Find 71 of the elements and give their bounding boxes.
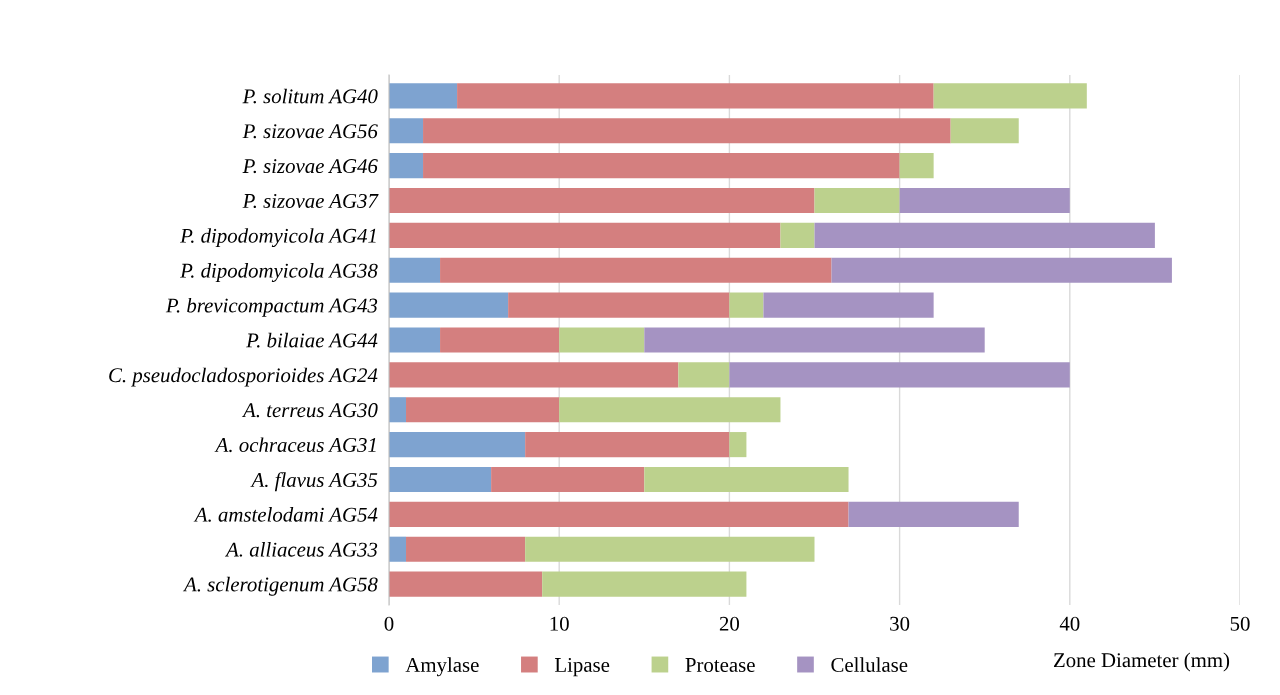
bar	[491, 466, 645, 493]
bar	[559, 397, 781, 423]
bar	[389, 501, 849, 527]
bar	[423, 118, 951, 144]
bar	[525, 536, 815, 562]
bar	[950, 118, 1019, 144]
bar	[440, 257, 832, 283]
bar	[729, 362, 1070, 388]
bar	[457, 83, 934, 109]
bar	[729, 432, 747, 458]
bar	[644, 327, 985, 353]
bar	[389, 362, 679, 388]
bar	[814, 187, 900, 214]
bar	[440, 327, 560, 353]
bar	[389, 397, 407, 423]
x-tick-label: 50	[1230, 616, 1250, 631]
legend-label: Cellulase	[831, 657, 908, 672]
bar	[389, 292, 509, 318]
y-tick-label: A. flavus AG35	[250, 472, 378, 492]
x-tick-label: 0	[384, 616, 394, 631]
bar	[933, 83, 1087, 109]
y-tick-label: A. ochraceus AG31	[214, 437, 376, 453]
bar	[559, 327, 645, 353]
y-tick-label: P. solitum AG40	[242, 88, 378, 104]
bar	[406, 536, 526, 562]
x-tick-label: 10	[550, 616, 569, 631]
bar	[389, 432, 526, 458]
bar	[389, 466, 492, 493]
bar	[389, 118, 424, 144]
x-tick-label: 40	[1059, 616, 1080, 631]
bar	[678, 362, 730, 388]
y-tick-label: C. pseudocladosporioides AG24	[109, 367, 378, 387]
bar	[389, 187, 815, 214]
bar	[848, 501, 1019, 527]
bar	[389, 536, 407, 562]
y-tick-label: P. brevicompactum AG43	[165, 297, 378, 317]
bar	[508, 292, 730, 318]
bar	[831, 257, 1172, 283]
x-axis-title: Zone Diameter (mm)	[1053, 652, 1230, 672]
y-tick-label: A. alliaceus AG33	[224, 541, 378, 557]
y-tick-label: A. sclerotigenum AG58	[182, 576, 378, 596]
bar	[389, 83, 458, 109]
bar	[644, 466, 849, 493]
bar	[542, 571, 747, 597]
y-tick-label: A. terreus AG30	[241, 403, 378, 418]
bar	[389, 327, 441, 353]
bar	[780, 222, 815, 248]
legend-label: Lipase	[554, 657, 610, 677]
y-tick-label: A. amstelodami AG54	[193, 507, 378, 522]
bar	[406, 397, 560, 423]
bar	[389, 257, 441, 283]
y-tick-label: P. bilaiae AG44	[246, 332, 378, 348]
bar	[899, 187, 1070, 214]
bar	[525, 432, 730, 458]
x-tick-label: 30	[890, 616, 910, 631]
x-tick-label: 20	[719, 616, 740, 631]
bar	[389, 571, 543, 597]
legend-label: Protease	[685, 658, 755, 672]
bar	[814, 222, 1155, 248]
legend-label: Amylase	[405, 657, 479, 677]
y-tick-label: P. sizovae AG37	[242, 193, 379, 209]
y-tick-label: P. sizovae AG56	[242, 124, 378, 139]
y-tick-label: P. dipodomyicola AG38	[180, 263, 378, 282]
bar	[389, 222, 781, 248]
y-tick-label: P. sizovae AG46	[242, 159, 378, 174]
bar	[389, 153, 424, 179]
bar	[899, 153, 934, 179]
bar	[729, 292, 764, 318]
bar	[423, 153, 900, 179]
bar	[763, 292, 934, 318]
y-tick-label: P. dipodomyicola AG41	[180, 228, 376, 248]
